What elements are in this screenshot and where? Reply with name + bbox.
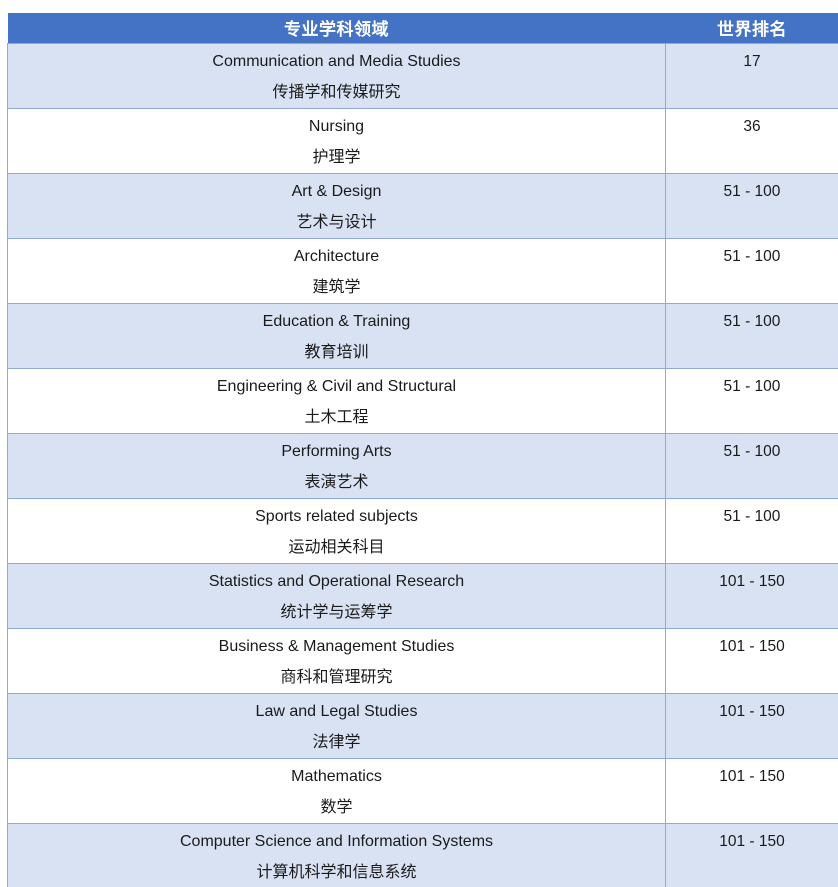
ranking-cell: 101 - 150: [665, 562, 838, 629]
subject-name-zh: 计算机科学和信息系统: [256, 863, 417, 881]
ranking-value: 51 - 100: [723, 442, 781, 460]
column-header-subject: 专业学科领域: [7, 13, 666, 43]
subject-cell: Law and Legal Studies 法律学: [7, 692, 666, 759]
ranking-value: 51 - 100: [723, 247, 781, 265]
table-row: Business & Management Studies 商科和管理研究 10…: [7, 627, 838, 694]
ranking-cell: 101 - 150: [665, 757, 838, 824]
table-body: Communication and Media Studies 传播学和传媒研究…: [7, 42, 838, 887]
ranking-cell: 36: [665, 107, 838, 174]
subject-name-en: Statistics and Operational Research: [208, 572, 465, 590]
subject-name-zh: 土木工程: [304, 408, 369, 426]
subject-name-zh: 统计学与运筹学: [280, 603, 393, 621]
subject-name-en: Nursing: [308, 117, 365, 135]
ranking-cell: 51 - 100: [665, 432, 838, 499]
ranking-cell: 101 - 150: [665, 692, 838, 759]
subject-cell: Nursing 护理学: [7, 107, 666, 174]
subject-name-zh: 商科和管理研究: [280, 668, 393, 686]
ranking-cell: 51 - 100: [665, 172, 838, 239]
ranking-value: 101 - 150: [719, 832, 785, 850]
subject-name-en: Architecture: [293, 247, 380, 265]
table-row: Nursing 护理学 36: [7, 107, 838, 174]
table-row: Architecture 建筑学 51 - 100: [7, 237, 838, 304]
subject-cell: Computer Science and Information Systems…: [7, 822, 666, 887]
ranking-cell: 51 - 100: [665, 497, 838, 564]
ranking-cell: 51 - 100: [665, 237, 838, 304]
subject-name-zh: 数学: [320, 798, 353, 816]
table-row: Statistics and Operational Research 统计学与…: [7, 562, 838, 629]
column-header-world-ranking: 世界排名: [665, 13, 838, 43]
table-header: 专业学科领域 世界排名: [7, 13, 838, 43]
table-row: Law and Legal Studies 法律学 101 - 150: [7, 692, 838, 759]
subject-cell: Communication and Media Studies 传播学和传媒研究: [7, 42, 666, 109]
ranking-value: 36: [743, 117, 761, 135]
ranking-value: 17: [743, 52, 761, 70]
ranking-cell: 51 - 100: [665, 367, 838, 434]
ranking-cell: 101 - 150: [665, 627, 838, 694]
ranking-value: 51 - 100: [723, 312, 781, 330]
subject-name-zh: 建筑学: [312, 278, 361, 296]
table-row: Sports related subjects 运动相关科目 51 - 100: [7, 497, 838, 564]
table-row: Communication and Media Studies 传播学和传媒研究…: [7, 42, 838, 109]
subject-ranking-table: 专业学科领域 世界排名 Communication and Media Stud…: [7, 13, 838, 887]
ranking-value: 101 - 150: [719, 702, 785, 720]
subject-ranking-table-wrap: 专业学科领域 世界排名 Communication and Media Stud…: [7, 13, 838, 887]
subject-name-zh: 艺术与设计: [296, 213, 377, 231]
table-row: Computer Science and Information Systems…: [7, 822, 838, 887]
subject-name-en: Education & Training: [262, 312, 411, 330]
ranking-value: 51 - 100: [723, 377, 781, 395]
ranking-value: 51 - 100: [723, 182, 781, 200]
subject-cell: Art & Design 艺术与设计: [7, 172, 666, 239]
subject-name-en: Engineering & Civil and Structural: [216, 377, 457, 395]
table-row: Performing Arts 表演艺术 51 - 100: [7, 432, 838, 499]
header-row: 专业学科领域 世界排名: [7, 13, 838, 43]
table-row: Mathematics 数学 101 - 150: [7, 757, 838, 824]
table-row: Art & Design 艺术与设计 51 - 100: [7, 172, 838, 239]
subject-name-en: Mathematics: [291, 767, 382, 785]
ranking-cell: 101 - 150: [665, 822, 838, 887]
table-row: Education & Training 教育培训 51 - 100: [7, 302, 838, 369]
subject-name-zh: 护理学: [312, 148, 361, 166]
subject-name-zh: 传播学和传媒研究: [272, 83, 401, 101]
subject-name-en: Art & Design: [291, 182, 382, 200]
ranking-value: 101 - 150: [719, 637, 785, 655]
subject-name-en: Performing Arts: [281, 442, 392, 460]
subject-cell: Performing Arts 表演艺术: [7, 432, 666, 499]
ranking-cell: 17: [665, 42, 838, 109]
subject-name-zh: 教育培训: [304, 343, 369, 361]
subject-cell: Statistics and Operational Research 统计学与…: [7, 562, 666, 629]
subject-cell: Business & Management Studies 商科和管理研究: [7, 627, 666, 694]
subject-name-zh: 法律学: [312, 733, 361, 751]
subject-cell: Engineering & Civil and Structural 土木工程: [7, 367, 666, 434]
subject-name-zh: 运动相关科目: [288, 538, 385, 556]
subject-name-en: Law and Legal Studies: [255, 702, 418, 720]
subject-cell: Sports related subjects 运动相关科目: [7, 497, 666, 564]
subject-name-en: Sports related subjects: [255, 507, 418, 525]
ranking-value: 101 - 150: [719, 572, 785, 590]
subject-cell: Architecture 建筑学: [7, 237, 666, 304]
subject-name-en: Computer Science and Information Systems: [179, 832, 494, 850]
ranking-value: 101 - 150: [719, 767, 785, 785]
subject-cell: Education & Training 教育培训: [7, 302, 666, 369]
subject-name-en: Communication and Media Studies: [212, 52, 461, 70]
table-row: Engineering & Civil and Structural 土木工程 …: [7, 367, 838, 434]
ranking-cell: 51 - 100: [665, 302, 838, 369]
subject-cell: Mathematics 数学: [7, 757, 666, 824]
subject-name-zh: 表演艺术: [304, 473, 369, 491]
subject-name-en: Business & Management Studies: [218, 637, 455, 655]
ranking-value: 51 - 100: [723, 507, 781, 525]
